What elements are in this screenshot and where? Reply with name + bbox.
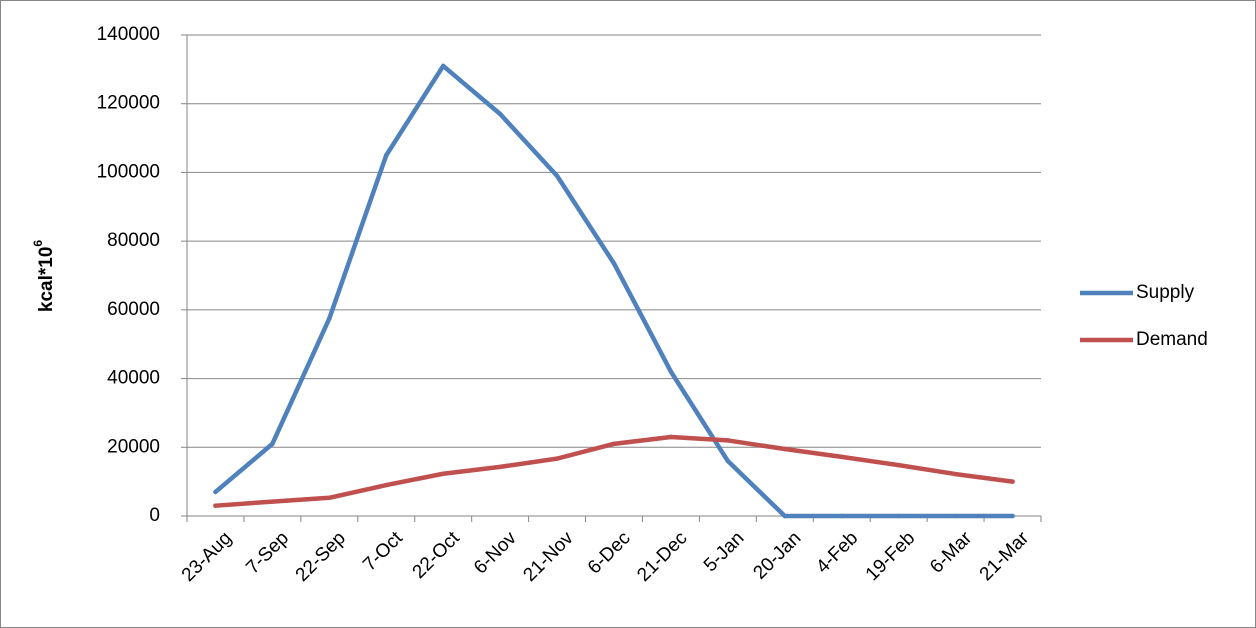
y-axis-title-text: kcal*10: [36, 247, 57, 313]
data-point-supply-11: [839, 513, 844, 519]
data-point-demand-8: [668, 434, 674, 440]
data-point-demand-4: [440, 471, 446, 476]
data-point-supply-7: [611, 261, 617, 266]
x-tick-label-8: 21-Dec: [633, 528, 691, 586]
data-point-supply-0: [213, 489, 218, 495]
data-point-demand-7: [611, 441, 617, 447]
x-tick-label-6: 21-Nov: [519, 527, 578, 586]
y-axis-title-superscript: 6: [31, 240, 45, 247]
data-point-demand-12: [896, 462, 901, 468]
x-tick-label-2: 22-Sep: [292, 528, 350, 586]
data-point-supply-14: [1010, 513, 1015, 519]
data-point-supply-2: [327, 316, 332, 321]
y-tick-labels: 0 20000 40000 60000 80000 100000 120000 140000: [97, 24, 160, 526]
y-axis-title: kcal*106: [31, 240, 57, 313]
data-point-supply-4: [440, 63, 446, 69]
legend: Supply Demand: [1080, 282, 1208, 350]
y-tick-label-4: 80000: [107, 230, 160, 251]
x-tick-label-3: 7-Oct: [359, 527, 407, 575]
legend-label-supply: Supply: [1136, 282, 1195, 303]
data-point-supply-9: [725, 458, 731, 464]
y-tick-label-5: 100000: [97, 161, 160, 182]
x-tick-label-5: 6-Nov: [470, 527, 521, 578]
data-point-demand-14: [1010, 479, 1015, 484]
legend-label-demand: Demand: [1136, 329, 1208, 350]
series-lines: [213, 63, 1015, 519]
y-tick-label-2: 40000: [107, 368, 160, 389]
data-point-demand-2: [327, 495, 332, 501]
gridlines: [187, 34, 1041, 448]
data-point-supply-3: [384, 153, 389, 158]
data-point-supply-6: [554, 173, 560, 179]
data-point-supply-5: [497, 111, 503, 117]
data-point-supply-13: [953, 513, 958, 519]
y-tick-label-6: 120000: [97, 93, 160, 114]
data-point-demand-11: [839, 454, 844, 460]
data-point-demand-1: [270, 499, 275, 504]
data-point-demand-5: [497, 464, 503, 470]
x-tick-label-9: 5-Jan: [700, 528, 748, 576]
axes: [181, 34, 1042, 522]
data-point-demand-13: [953, 471, 958, 477]
y-tick-label-7: 140000: [97, 24, 160, 45]
data-point-supply-12: [896, 513, 901, 519]
data-point-demand-0: [213, 503, 218, 508]
y-tick-label-0: 0: [149, 505, 160, 526]
data-point-supply-10: [782, 513, 788, 519]
x-tick-label-10: 20-Jan: [749, 528, 805, 584]
y-tick-label-3: 60000: [107, 299, 160, 320]
x-tick-label-4: 22-Oct: [409, 527, 465, 583]
data-point-demand-10: [782, 446, 788, 452]
x-tick-label-0: 23-Aug: [178, 528, 236, 586]
data-point-supply-1: [270, 441, 275, 447]
x-tick-label-12: 19-Feb: [862, 528, 919, 585]
data-point-demand-3: [384, 482, 389, 488]
x-tick-label-7: 6-Dec: [584, 528, 635, 579]
y-tick-label-1: 20000: [107, 436, 160, 457]
x-tick-label-11: 4-Feb: [812, 528, 862, 578]
x-tick-label-13: 6-Mar: [926, 527, 976, 577]
data-point-demand-6: [554, 456, 560, 461]
data-point-demand-9: [725, 438, 731, 443]
x-tick-label-14: 21-Mar: [976, 527, 1034, 585]
x-tick-label-1: 7-Sep: [242, 528, 293, 579]
series-line-supply: [213, 63, 1015, 519]
data-point-supply-8: [668, 369, 674, 374]
